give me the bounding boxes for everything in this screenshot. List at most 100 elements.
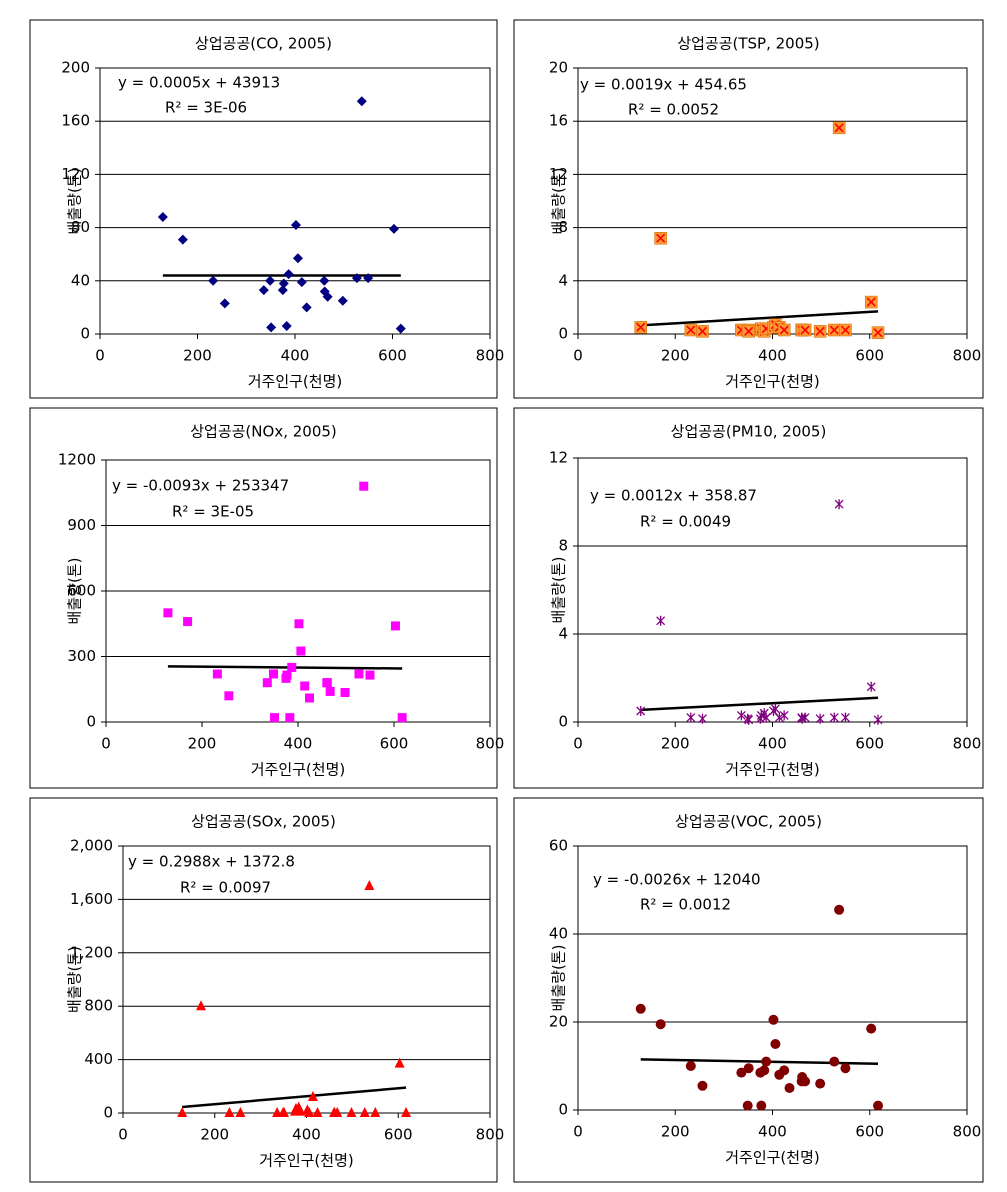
data-point <box>784 1083 795 1093</box>
x-axis-label: 거주인구(천명) <box>248 373 343 391</box>
x-axis-label: 거주인구(천명) <box>259 1152 354 1170</box>
panel <box>513 797 984 1183</box>
marker-shape <box>394 1057 405 1068</box>
data-point <box>388 223 399 234</box>
marker-shape <box>266 322 277 333</box>
marker-shape <box>285 713 295 723</box>
marker-shape <box>636 706 646 716</box>
marker-shape <box>269 713 279 723</box>
data-point <box>744 714 754 725</box>
marker-shape <box>325 686 335 696</box>
data-point <box>736 1067 747 1078</box>
data-point <box>756 1100 767 1111</box>
data-point <box>282 670 292 680</box>
data-point <box>262 678 272 688</box>
data-point <box>359 1107 370 1117</box>
y-tick-label: 2,000 <box>70 837 113 855</box>
data-point <box>163 608 173 618</box>
equation: y = -0.0093x + 253347 <box>112 477 289 495</box>
y-axis-label: 배출량(톤) <box>66 946 84 1013</box>
marker-shape <box>779 1065 790 1076</box>
x-tick-label: 400 <box>758 1123 787 1141</box>
x-tick-label: 200 <box>661 1123 690 1141</box>
chart-title: 상업공공(CO, 2005) <box>195 35 332 53</box>
data-point <box>815 713 825 724</box>
data-point <box>871 326 885 339</box>
marker-shape <box>815 713 825 724</box>
marker-shape <box>262 678 272 688</box>
data-point <box>770 703 780 714</box>
x-tick-label: 600 <box>384 1126 413 1144</box>
data-point <box>365 670 375 680</box>
data-point <box>322 678 332 688</box>
marker-shape <box>401 1107 412 1117</box>
data-point <box>829 712 839 723</box>
data-point <box>777 323 791 337</box>
data-point <box>325 686 335 696</box>
data-point <box>290 219 301 230</box>
data-point <box>656 615 666 626</box>
marker-shape <box>829 712 839 723</box>
marker-shape <box>363 273 374 284</box>
x-axis-label: 거주인구(천명) <box>725 761 820 779</box>
x-tick-label: 600 <box>855 735 884 753</box>
y-axis-label: 배출량(톤) <box>66 168 84 235</box>
marker-shape <box>866 1023 877 1034</box>
marker-shape <box>224 1107 235 1117</box>
marker-shape <box>304 1107 315 1117</box>
marker-shape <box>292 253 303 264</box>
data-point <box>287 662 297 672</box>
marker-shape <box>224 691 234 701</box>
y-axis-label: 배출량(톤) <box>550 557 568 624</box>
data-point <box>224 691 234 701</box>
data-point <box>743 1063 754 1074</box>
x-tick-label: 0 <box>573 347 583 365</box>
data-point <box>736 710 746 721</box>
equation: y = 0.0019x + 454.65 <box>580 76 747 94</box>
data-point <box>212 669 222 679</box>
y-tick-label: 40 <box>71 271 90 289</box>
data-point <box>177 1107 188 1117</box>
marker-shape <box>235 1107 246 1117</box>
y-tick-label: 160 <box>61 112 90 130</box>
data-point <box>224 1107 235 1117</box>
marker-shape <box>697 1080 708 1091</box>
y-tick-label: 800 <box>84 997 113 1015</box>
y-axis-label: 배출량(톤) <box>66 558 84 625</box>
data-point <box>301 302 312 313</box>
y-tick-label: 20 <box>549 59 568 77</box>
marker-cross <box>815 326 825 336</box>
marker-shape <box>294 619 304 629</box>
y-tick-label: 200 <box>61 59 90 77</box>
marker-shape <box>744 714 754 725</box>
marker-shape <box>800 712 810 723</box>
data-point <box>394 1057 405 1068</box>
marker-shape <box>784 1083 795 1093</box>
marker-shape <box>873 714 883 725</box>
marker-cross <box>744 326 754 336</box>
data-point <box>157 211 168 222</box>
x-tick-label: 600 <box>378 347 407 365</box>
marker-shape <box>388 223 399 234</box>
marker-cross <box>829 325 839 335</box>
marker-shape <box>761 712 771 723</box>
marker-shape <box>212 669 222 679</box>
data-point <box>866 681 876 692</box>
x-tick-label: 400 <box>281 347 310 365</box>
data-point <box>364 880 375 891</box>
data-point <box>277 285 288 296</box>
x-tick-label: 800 <box>953 1123 982 1141</box>
y-tick-label: 80 <box>71 218 90 236</box>
x-axis-label: 거주인구(천명) <box>725 1149 820 1167</box>
data-point <box>283 269 294 280</box>
data-point <box>401 1107 412 1117</box>
marker-shape <box>743 1063 754 1074</box>
marker-shape <box>356 96 367 107</box>
data-point <box>635 1003 646 1014</box>
y-tick-label: 12 <box>549 165 568 183</box>
r-squared: R² = 0.0049 <box>640 513 731 531</box>
x-tick-label: 0 <box>573 735 583 753</box>
marker-shape <box>768 1014 779 1025</box>
data-point <box>779 1065 790 1076</box>
